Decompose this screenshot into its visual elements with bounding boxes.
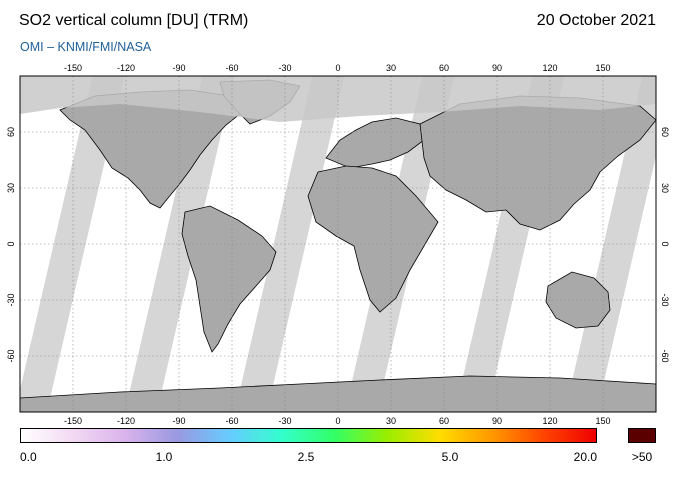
lon-tick-label-top: 0 <box>335 63 340 73</box>
lon-tick-label-bottom: 60 <box>439 416 449 426</box>
graticule <box>20 76 656 412</box>
colorbar-label: 0.0 <box>20 450 37 464</box>
lat-tick-label-left: -60 <box>6 349 16 362</box>
lon-tick-label-bottom: 0 <box>335 416 340 426</box>
lon-tick-label-top: 30 <box>386 63 396 73</box>
colorbar-label: 2.5 <box>297 450 315 464</box>
axis-ticks: -150 -150 -120 -120 -90 -90 -60 -60 -30 -30 0 0 30 30… <box>6 63 670 426</box>
colorbar-overflow-box <box>628 428 656 443</box>
lon-tick-label-top: -120 <box>117 63 135 73</box>
lat-tick-label-left: 60 <box>6 127 16 137</box>
lon-tick-label-bottom: 150 <box>595 416 610 426</box>
lon-tick-label-top: -150 <box>64 63 82 73</box>
lat-tick-label-right: -60 <box>660 349 670 362</box>
lat-tick-label-right: -30 <box>660 293 670 306</box>
lon-tick-label-top: 150 <box>595 63 610 73</box>
lat-tick-label-left: 0 <box>6 241 16 246</box>
lon-tick-label-top: -30 <box>278 63 291 73</box>
lon-tick-label-bottom: -120 <box>117 416 135 426</box>
lon-tick-label-bottom: -30 <box>278 416 291 426</box>
south-america <box>181 205 277 353</box>
colorbar <box>20 428 597 443</box>
map-area <box>20 76 656 412</box>
australia <box>545 271 611 329</box>
colorbar-label: 1.0 <box>155 450 173 464</box>
lon-tick-label-bottom: 90 <box>492 416 502 426</box>
lon-tick-label-top: -60 <box>225 63 238 73</box>
colorbar-label: 20.0 <box>573 450 597 464</box>
lat-tick-label-right: 30 <box>660 183 670 193</box>
lon-tick-label-top: -90 <box>172 63 185 73</box>
lon-tick-label-top: 120 <box>542 63 557 73</box>
colorbar-label: 5.0 <box>441 450 459 464</box>
lat-tick-label-left: -30 <box>6 293 16 306</box>
lon-tick-label-top: 90 <box>492 63 502 73</box>
lon-tick-label-bottom: 30 <box>386 416 396 426</box>
lon-tick-label-bottom: -150 <box>64 416 82 426</box>
map-title: SO2 vertical column [DU] (TRM) <box>19 12 249 29</box>
map-date: 20 October 2021 <box>536 12 656 29</box>
colorbar-overflow-label: >50 <box>631 450 653 464</box>
lon-tick-label-bottom: 120 <box>542 416 557 426</box>
data-credit: OMI – KNMI/FMI/NASA <box>20 40 152 54</box>
lat-tick-label-right: 60 <box>660 127 670 137</box>
africa <box>307 165 439 313</box>
no-data-north-cap <box>20 76 656 122</box>
lat-tick-label-right: 0 <box>660 241 670 246</box>
lon-tick-label-top: 60 <box>439 63 449 73</box>
lon-tick-label-bottom: -90 <box>172 416 185 426</box>
map-frame <box>19 75 657 413</box>
lon-tick-label-bottom: -60 <box>225 416 238 426</box>
lat-tick-label-left: 30 <box>6 183 16 193</box>
